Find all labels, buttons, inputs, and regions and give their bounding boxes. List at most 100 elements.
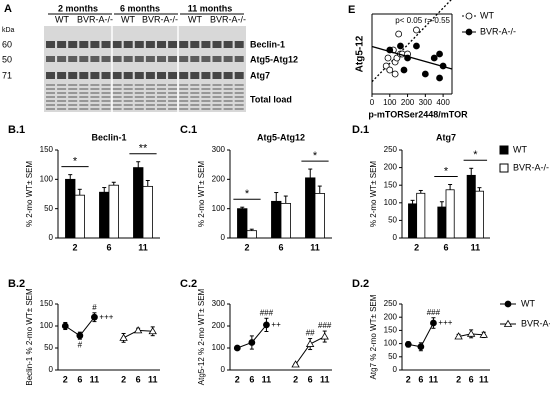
panel-label: B.2	[8, 278, 25, 290]
band	[190, 56, 200, 62]
x-tick-label: 11	[90, 374, 100, 384]
legend-swatch	[499, 163, 509, 173]
band	[79, 72, 89, 79]
annotation: +++	[99, 312, 113, 321]
band	[157, 96, 166, 98]
x-tick-label: 11	[262, 374, 272, 384]
band	[90, 92, 100, 94]
band	[134, 104, 144, 106]
band	[90, 84, 100, 86]
annotation: #	[78, 340, 83, 349]
band	[79, 84, 89, 86]
band	[112, 92, 122, 94]
band	[79, 88, 89, 90]
panel-label: C.2	[180, 278, 197, 290]
band	[134, 96, 144, 98]
legend-marker	[504, 300, 512, 308]
y-axis-label: Atg5-12	[355, 35, 366, 72]
band	[90, 104, 100, 106]
bar	[65, 178, 76, 239]
band-label: Atg5-Atg12	[250, 54, 298, 64]
bar	[437, 206, 447, 239]
band	[190, 104, 200, 106]
y-axis-label: % 2-mo WT± SEM	[369, 161, 378, 228]
band	[201, 72, 211, 79]
band	[179, 92, 189, 94]
point	[439, 62, 447, 70]
y-tick-label: 200	[212, 321, 226, 330]
genotype-label: WT	[121, 14, 135, 24]
band	[46, 100, 55, 102]
band	[90, 100, 100, 102]
panel-label: B.1	[8, 124, 25, 136]
point	[76, 332, 84, 340]
band	[157, 104, 166, 106]
marker-label: 71	[2, 70, 12, 80]
bar	[237, 208, 248, 239]
legend-marker	[465, 28, 473, 36]
annotation: +++	[438, 318, 452, 327]
point	[436, 50, 443, 58]
band	[168, 88, 178, 90]
y-tick-label: 250	[384, 299, 398, 308]
bar	[416, 192, 426, 239]
band	[90, 108, 100, 110]
band	[168, 104, 178, 106]
band	[157, 92, 166, 94]
band	[145, 56, 155, 62]
band	[145, 104, 155, 106]
band	[79, 96, 89, 98]
bar	[466, 174, 476, 239]
legend-label: WT	[480, 10, 494, 20]
y-tick-label: 100	[212, 204, 226, 213]
band	[157, 72, 166, 79]
band	[101, 92, 111, 94]
band	[201, 84, 211, 86]
band	[57, 104, 67, 106]
x-tick-label: 11	[320, 374, 330, 384]
band	[90, 56, 100, 62]
band	[68, 104, 78, 106]
bar	[99, 191, 110, 239]
y-axis-label: % 2-mo WT± SEM	[25, 161, 34, 228]
x-tick-label: 200	[401, 98, 415, 107]
point	[386, 66, 394, 74]
band	[234, 41, 244, 48]
band	[168, 96, 178, 98]
significance-label: *	[444, 165, 449, 177]
x-tick-label: 6	[136, 374, 141, 384]
band	[68, 100, 78, 102]
y-tick-label: 150	[384, 326, 398, 335]
age-label: 11 months	[188, 3, 233, 13]
y-tick-label: 100	[40, 321, 54, 330]
point	[305, 339, 315, 347]
y-tick-label: 0	[49, 365, 54, 374]
significance-label: *	[313, 150, 318, 162]
band	[212, 41, 222, 48]
band	[46, 108, 55, 110]
band	[57, 72, 67, 79]
marker-label: 50	[2, 54, 12, 64]
genotype-label: BVR-A-/-	[210, 14, 246, 24]
band	[68, 41, 78, 48]
band	[68, 96, 78, 98]
point	[417, 343, 425, 351]
band	[168, 92, 178, 94]
band	[223, 104, 233, 106]
band	[234, 100, 244, 102]
kda-label: kDa	[2, 27, 15, 34]
band	[112, 100, 122, 102]
band	[101, 41, 111, 48]
y-tick-label: 150	[384, 180, 398, 189]
band	[79, 104, 89, 106]
band	[68, 72, 78, 79]
band	[68, 108, 78, 110]
band	[68, 84, 78, 86]
panel-label: A	[4, 3, 12, 15]
y-tick-label: 0	[393, 365, 398, 374]
band	[101, 96, 111, 98]
band	[201, 108, 211, 110]
band	[46, 88, 55, 90]
x-tick-label: 2	[456, 374, 461, 384]
